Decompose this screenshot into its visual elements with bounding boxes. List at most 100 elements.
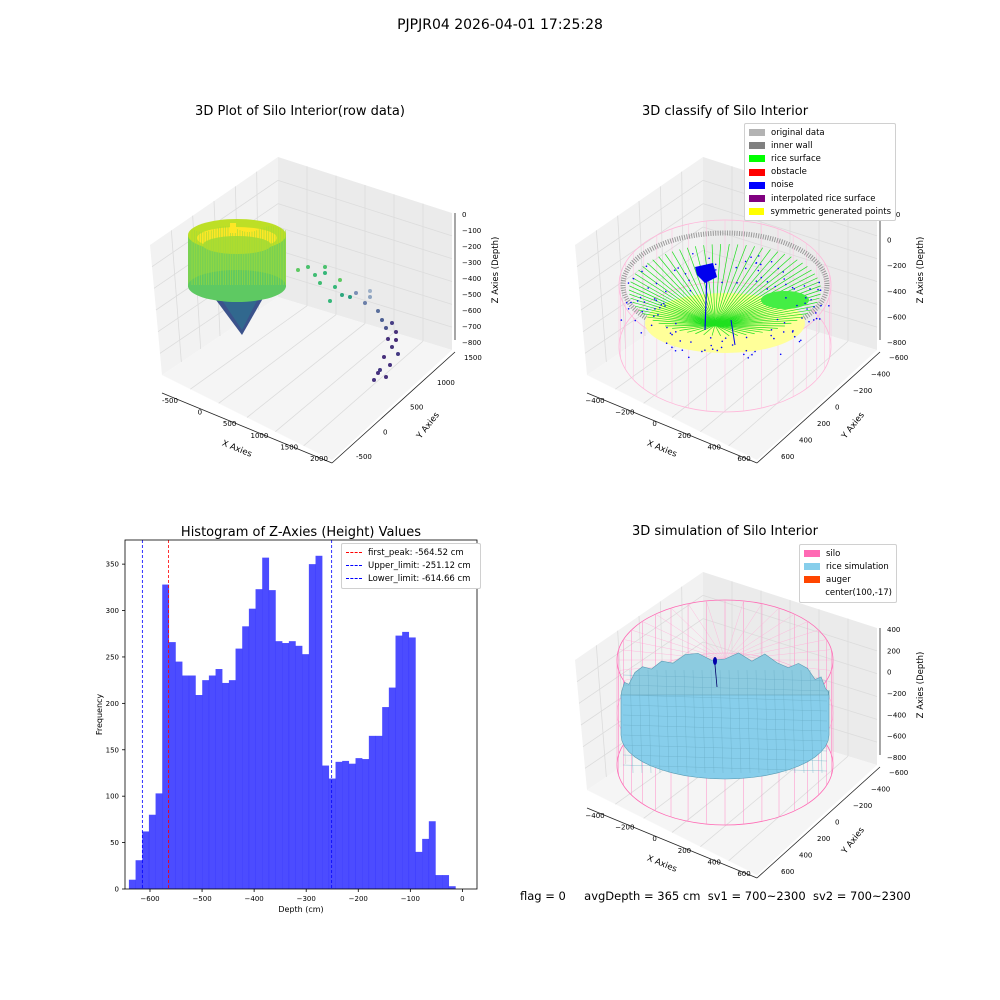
histogram-bar bbox=[402, 631, 410, 889]
cls-noise-point bbox=[671, 346, 673, 349]
sim-rice-mesh bbox=[809, 669, 814, 774]
raw-y-tick-label: 500 bbox=[410, 404, 423, 412]
cls-noise-point bbox=[785, 297, 787, 299]
histogram-bar bbox=[148, 814, 156, 889]
histogram-bar bbox=[342, 760, 350, 889]
legend-swatch bbox=[749, 195, 765, 203]
cls-inner-wall bbox=[620, 230, 830, 340]
cls-noise-point bbox=[782, 331, 785, 333]
cls-rice-surface-ray bbox=[629, 293, 716, 326]
cls-noise-point bbox=[714, 269, 717, 271]
histogram-bar bbox=[255, 589, 263, 889]
cls-rice-surface-ray bbox=[629, 285, 716, 326]
cls-noise-point bbox=[654, 308, 656, 310]
cls-rice-surface-ray bbox=[714, 243, 730, 326]
cls-rice-surface-ray bbox=[638, 309, 716, 326]
cls-noise-point bbox=[655, 299, 658, 302]
cls-noise-point bbox=[743, 353, 745, 356]
histogram-chart: Histogram of Z-Axies (Height) Values −600… bbox=[95, 525, 478, 914]
status-sv2: sv2 = 700~2300 bbox=[812, 889, 911, 903]
sim-silo-roof-wire bbox=[724, 600, 744, 661]
raw-data-point bbox=[318, 281, 322, 285]
cls-grid-line bbox=[728, 340, 849, 447]
legend-swatch bbox=[749, 129, 765, 137]
legend-swatch bbox=[749, 168, 765, 176]
raw-grid-line bbox=[303, 340, 424, 447]
sim-x-tick-label: 400 bbox=[708, 858, 721, 866]
raw-z-tick-label: −100 bbox=[462, 227, 481, 235]
cls-noise-point bbox=[655, 282, 658, 285]
histogram-bar bbox=[408, 637, 416, 889]
classify-legend-item: interpolated rice surface bbox=[749, 192, 891, 205]
sim-rice-mesh bbox=[764, 669, 769, 774]
sim-y-tick-label: 400 bbox=[799, 852, 812, 860]
raw-ring-inside bbox=[203, 236, 271, 254]
raw-x-tick-label: 1500 bbox=[280, 443, 298, 451]
legend-swatch bbox=[749, 142, 765, 150]
cls-noise-point bbox=[632, 277, 635, 280]
cls-y-tick-label: 200 bbox=[817, 420, 830, 428]
sim-z-tick-label: −600 bbox=[887, 733, 906, 741]
histogram-bar bbox=[442, 875, 450, 889]
cls-noise-point bbox=[639, 296, 642, 299]
legend-label: Upper_limit: -251.12 cm bbox=[368, 560, 471, 571]
raw-y-tick-label: 0 bbox=[383, 428, 387, 436]
cls-noise-point bbox=[627, 308, 630, 310]
cls-noise-point bbox=[791, 331, 794, 333]
histogram-bar bbox=[128, 879, 136, 889]
cls-x-axis-line bbox=[586, 392, 758, 464]
cls-rice-surface-ray bbox=[703, 245, 716, 326]
sim-silo-roof-wire bbox=[724, 607, 780, 661]
cls-rice-surface-ray bbox=[714, 253, 786, 326]
sim-z-tick-label: 200 bbox=[887, 647, 900, 655]
cls-rice-surface-ray bbox=[672, 324, 716, 329]
histogram-x-tick-label: −100 bbox=[401, 895, 420, 903]
classify-legend-item: noise bbox=[749, 179, 891, 192]
cls-noise-point bbox=[804, 296, 807, 299]
cls-z-tick-label: −400 bbox=[887, 288, 906, 296]
cls-rice-surface-ray bbox=[714, 259, 798, 326]
cls-rice-surface-ray bbox=[664, 253, 716, 326]
cls-noise-cluster bbox=[695, 263, 717, 283]
cls-noise-point bbox=[776, 318, 779, 321]
cls-noise-point bbox=[675, 331, 677, 333]
cls-rice-surface-ray bbox=[671, 251, 716, 326]
sim-rice-mesh bbox=[622, 734, 828, 742]
cls-grid-line bbox=[700, 332, 820, 432]
status-sv1: sv1 = 700~2300 bbox=[707, 889, 806, 903]
cls-rice-surface-ray bbox=[634, 273, 716, 326]
cls-noise-line bbox=[730, 319, 736, 346]
legend-label: rice surface bbox=[771, 153, 821, 164]
raw-y-axis-label: Y Axies bbox=[414, 410, 442, 442]
cls-rice-surface-ray bbox=[711, 244, 716, 326]
raw-x-tick-label: -500 bbox=[162, 397, 178, 405]
cls-noise-point bbox=[803, 285, 806, 287]
raw-data-point bbox=[323, 265, 327, 269]
cls-noise-point bbox=[800, 339, 802, 342]
sim-rice-mesh bbox=[622, 714, 828, 722]
sim-rice-mesh bbox=[791, 669, 796, 774]
cls-z-axis-label: Z Axies (Depth) bbox=[916, 237, 926, 304]
legend-label: auger bbox=[826, 574, 851, 585]
cls-noise-point bbox=[766, 281, 769, 283]
cls-rice-surface-ray bbox=[665, 324, 716, 327]
sim-rice-mesh bbox=[622, 724, 828, 732]
histogram-bar bbox=[222, 682, 230, 889]
cls-noise-point bbox=[757, 269, 760, 272]
cls-noise-point bbox=[774, 285, 777, 288]
cls-noise-point bbox=[755, 262, 757, 264]
cls-rice-surface-ray bbox=[632, 301, 716, 326]
histogram-y-tick-label: 50 bbox=[110, 839, 119, 847]
cls-y-axis-line bbox=[756, 351, 881, 464]
histogram-bar bbox=[335, 761, 343, 889]
raw-data-point bbox=[348, 295, 352, 299]
histogram-bar bbox=[208, 675, 216, 889]
sim-auger bbox=[714, 664, 718, 688]
raw-data-point bbox=[386, 337, 390, 341]
sim-x-tick-label: 200 bbox=[678, 847, 691, 855]
cls-rice-surface-ray bbox=[630, 281, 716, 326]
histogram-bar bbox=[295, 645, 303, 889]
cls-rice-patch bbox=[761, 291, 809, 309]
histogram-bar bbox=[448, 886, 456, 889]
cls-rice-surface-ray bbox=[714, 324, 771, 331]
